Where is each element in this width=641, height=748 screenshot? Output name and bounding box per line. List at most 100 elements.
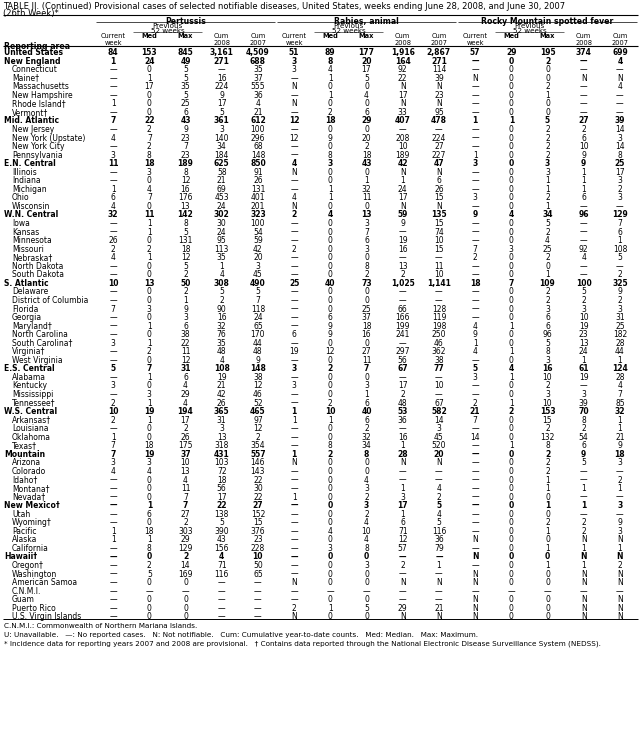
Text: 0: 0 [147, 313, 152, 322]
Text: 9: 9 [328, 322, 333, 331]
Text: 1: 1 [110, 57, 116, 66]
Text: N: N [472, 613, 478, 622]
Text: 72: 72 [217, 467, 226, 476]
Text: 1: 1 [617, 544, 622, 553]
Text: 0: 0 [147, 356, 152, 365]
Text: 0: 0 [328, 142, 333, 151]
Text: —: — [471, 441, 479, 450]
Text: 361: 361 [214, 117, 229, 126]
Text: 0: 0 [509, 416, 513, 425]
Text: 4: 4 [111, 133, 115, 143]
Text: —: — [399, 339, 406, 348]
Text: 131: 131 [178, 236, 193, 245]
Text: 18: 18 [362, 322, 371, 331]
Text: 1: 1 [581, 501, 587, 510]
Text: 688: 688 [250, 57, 266, 66]
Text: 23: 23 [253, 536, 263, 545]
Text: 8: 8 [183, 219, 188, 228]
Text: —: — [110, 501, 117, 510]
Text: Texas†: Texas† [12, 441, 37, 450]
Text: 56: 56 [217, 484, 226, 493]
Text: 16: 16 [398, 433, 408, 442]
Text: 53: 53 [397, 407, 408, 416]
Text: —: — [471, 99, 479, 108]
Text: 0: 0 [509, 65, 513, 74]
Text: 25: 25 [615, 159, 625, 168]
Text: 0: 0 [364, 339, 369, 348]
Text: Minnesota: Minnesota [12, 236, 52, 245]
Text: W.S. Central: W.S. Central [4, 407, 57, 416]
Text: 7: 7 [111, 304, 115, 313]
Text: —: — [109, 509, 117, 518]
Text: 2: 2 [545, 150, 550, 159]
Text: —: — [254, 595, 262, 604]
Text: 0: 0 [328, 561, 333, 570]
Text: 1: 1 [509, 441, 513, 450]
Text: 2: 2 [183, 553, 188, 562]
Text: Nebraska†: Nebraska† [12, 254, 53, 263]
Text: Michigan: Michigan [12, 185, 47, 194]
Text: Previous: Previous [514, 23, 544, 29]
Text: 0: 0 [509, 390, 513, 399]
Text: 16: 16 [398, 245, 408, 254]
Text: N: N [617, 578, 623, 587]
Text: 0: 0 [364, 125, 369, 134]
Text: 6: 6 [111, 193, 115, 203]
Text: 0: 0 [509, 313, 513, 322]
Text: 9: 9 [472, 330, 478, 339]
Text: 6: 6 [545, 313, 550, 322]
Text: 0: 0 [328, 245, 333, 254]
Text: 2: 2 [183, 287, 188, 296]
Text: 7: 7 [147, 193, 152, 203]
Text: 9: 9 [581, 150, 586, 159]
Text: —: — [290, 595, 298, 604]
Text: 0: 0 [328, 287, 333, 296]
Text: 0: 0 [509, 339, 513, 348]
Text: 0: 0 [147, 424, 152, 433]
Text: 0: 0 [328, 493, 333, 502]
Text: 0: 0 [545, 73, 550, 82]
Text: 0: 0 [328, 356, 333, 365]
Text: 4: 4 [292, 193, 297, 203]
Text: 169: 169 [178, 569, 193, 578]
Text: 3: 3 [545, 356, 550, 365]
Text: 5: 5 [437, 501, 442, 510]
Text: Cum
2008: Cum 2008 [575, 33, 592, 46]
Text: 1: 1 [147, 339, 152, 348]
Text: —: — [471, 381, 479, 390]
Text: 28: 28 [397, 450, 408, 459]
Text: 1: 1 [545, 185, 550, 194]
Text: 9: 9 [617, 441, 622, 450]
Text: —: — [290, 476, 298, 485]
Text: 0: 0 [328, 467, 333, 476]
Text: —: — [290, 553, 298, 562]
Text: 2: 2 [545, 381, 550, 390]
Text: 2: 2 [545, 450, 550, 459]
Text: 21: 21 [434, 604, 444, 613]
Text: 103: 103 [215, 459, 229, 468]
Text: 208: 208 [395, 133, 410, 143]
Text: 36: 36 [253, 91, 263, 99]
Text: Current
week: Current week [101, 33, 126, 46]
Text: 0: 0 [328, 82, 333, 91]
Text: —: — [435, 476, 443, 485]
Text: —: — [399, 586, 406, 595]
Text: 1: 1 [292, 450, 297, 459]
Text: —: — [109, 561, 117, 570]
Text: 25: 25 [362, 304, 371, 313]
Text: 5: 5 [581, 459, 586, 468]
Text: 18: 18 [470, 279, 480, 288]
Text: 24: 24 [217, 202, 226, 211]
Text: 8: 8 [328, 441, 333, 450]
Text: 0: 0 [364, 467, 369, 476]
Text: Med: Med [322, 33, 338, 39]
Text: Montana†: Montana† [12, 484, 49, 493]
Text: 54: 54 [579, 433, 588, 442]
Text: —: — [471, 57, 479, 66]
Text: 18: 18 [145, 527, 154, 536]
Text: 57: 57 [398, 544, 408, 553]
Text: 1: 1 [147, 501, 152, 510]
Text: 7: 7 [183, 493, 188, 502]
Text: 13: 13 [181, 202, 190, 211]
Text: —: — [109, 356, 117, 365]
